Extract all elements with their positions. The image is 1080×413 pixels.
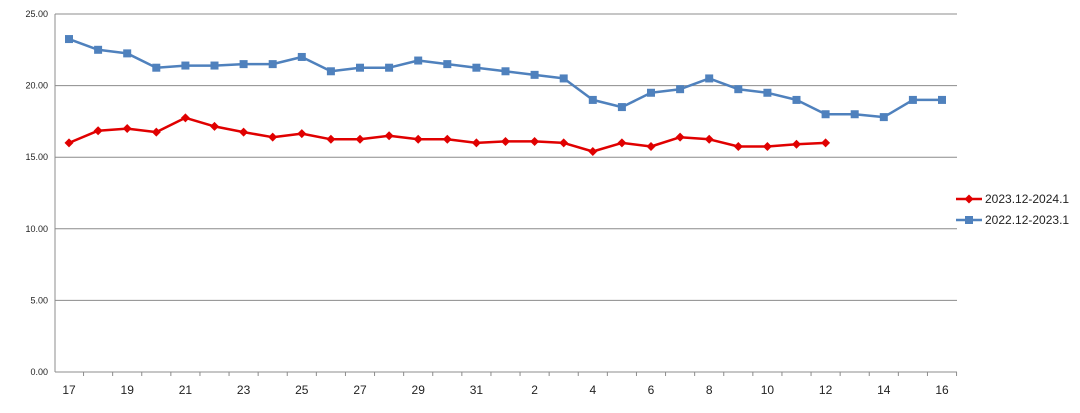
series-2-point [443, 60, 452, 69]
y-tick-label: 20.00 [25, 81, 48, 91]
x-axis: 17 19 21 23 25 27 29 31 2 4 6 8 10 12 14 16 [55, 371, 958, 397]
series-1-point [180, 113, 190, 123]
series-1-point [733, 141, 743, 151]
series-2-point [297, 52, 306, 61]
series-1-line [68, 116, 826, 153]
series-1-point [821, 138, 831, 148]
series-2-point [879, 113, 888, 122]
series-2-point [181, 61, 190, 70]
y-tick-label: 15.00 [25, 152, 48, 162]
series-2-point [65, 35, 73, 44]
series-2-point [821, 110, 830, 119]
series-2-point [414, 56, 423, 65]
series-1-point [792, 139, 801, 149]
series-1-point [646, 141, 656, 151]
series-1-point [151, 127, 161, 137]
legend-swatch-series-1 [956, 194, 982, 203]
x-tick-label: 8 [706, 383, 713, 397]
series-2-point [588, 95, 597, 104]
series-1-point [239, 127, 249, 137]
series-1-point [297, 129, 307, 139]
x-tick-label: 2 [531, 383, 538, 397]
series-2-point [268, 60, 277, 69]
series-1-point [210, 121, 219, 131]
series-1-point [530, 136, 540, 146]
series-1-point [326, 134, 336, 144]
series-1-point [413, 134, 423, 144]
series-1-point [64, 138, 74, 148]
y-tick-label: 0.00 [30, 367, 48, 377]
x-tick-label: 27 [353, 383, 367, 397]
series-1-point [675, 132, 685, 142]
series-2-point [938, 95, 946, 104]
series-1 [64, 113, 831, 156]
series-2-line [68, 37, 942, 119]
series-1-point [559, 138, 569, 148]
series-1-point [384, 131, 394, 141]
series-1-point [93, 126, 103, 136]
series-2-point [152, 63, 161, 72]
series-1-point [355, 134, 365, 144]
series-2-point [326, 67, 335, 76]
series-2-point [705, 74, 714, 83]
series-2 [65, 35, 946, 122]
y-axis: 0.00 5.00 10.00 15.00 20.00 25.00 [25, 9, 56, 377]
gridlines [55, 13, 957, 301]
series-1-point [762, 141, 772, 151]
series-2-point [472, 63, 481, 72]
x-tick-label: 31 [470, 383, 484, 397]
series-2-point [647, 88, 655, 97]
series-1-point [704, 134, 714, 144]
x-tick-label: 14 [877, 383, 891, 397]
series-2-point [239, 60, 248, 69]
series-layer [64, 35, 946, 156]
series-2-point [617, 103, 626, 112]
legend-label-series-2: 2022.12-2023.1 [985, 212, 1070, 227]
series-1-point [471, 138, 481, 148]
series-2-point [94, 45, 103, 54]
y-tick-label: 10.00 [25, 224, 48, 234]
x-tick-label: 17 [62, 383, 76, 397]
series-1-point [268, 132, 278, 142]
legend-label-series-1: 2023.12-2024.1 [985, 191, 1070, 206]
series-1-point [442, 134, 452, 144]
series-2-point [792, 95, 801, 104]
x-tick-label: 23 [237, 383, 251, 397]
series-2-point [676, 85, 685, 94]
series-2-point [559, 74, 568, 83]
x-tick-label: 12 [819, 383, 833, 397]
y-tick-label: 5.00 [30, 295, 48, 305]
series-2-point [763, 88, 772, 97]
legend-item-series-1: 2023.12-2024.1 [956, 188, 1069, 209]
x-tick-label: 6 [648, 383, 655, 397]
series-2-point [530, 70, 539, 79]
series-1-point [588, 146, 598, 156]
legend-item-series-2: 2022.12-2023.1 [956, 209, 1069, 230]
series-1-point [501, 136, 510, 146]
x-tick-label: 19 [121, 383, 135, 397]
x-tick-label: 4 [589, 383, 596, 397]
series-1-point [617, 138, 627, 148]
x-tick-label: 29 [412, 383, 426, 397]
series-2-point [356, 63, 364, 72]
series-2-point [210, 61, 219, 70]
legend-swatch-series-2 [956, 215, 982, 224]
series-2-point [501, 67, 510, 76]
series-2-point [734, 85, 743, 94]
x-tick-label: 21 [179, 383, 193, 397]
series-2-point [385, 63, 394, 72]
series-2-point [908, 95, 917, 104]
y-tick-label: 25.00 [25, 9, 48, 19]
series-2-point [123, 49, 132, 58]
series-1-point [122, 124, 132, 134]
x-tick-label: 16 [935, 383, 949, 397]
x-tick-label: 10 [761, 383, 775, 397]
series-2-point [850, 110, 859, 119]
legend: 2023.12-2024.1 2022.12-2023.1 [956, 188, 1069, 230]
x-tick-label: 25 [295, 383, 309, 397]
